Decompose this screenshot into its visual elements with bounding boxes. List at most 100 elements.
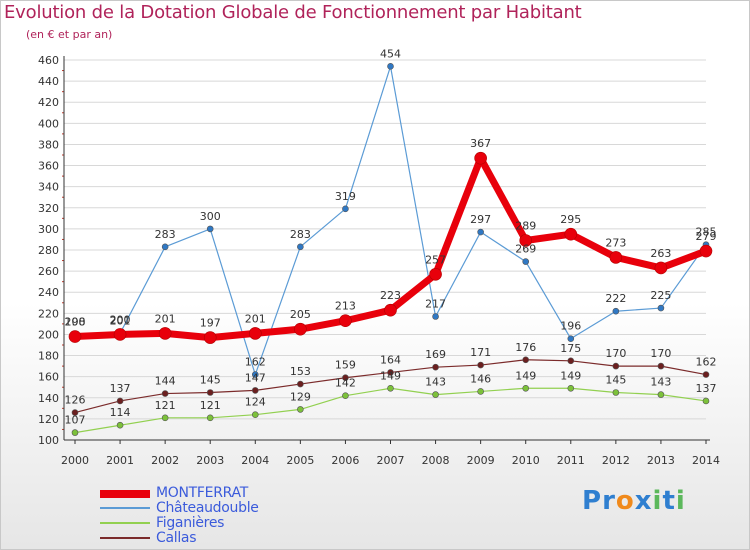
data-label: 126: [65, 394, 86, 407]
legend-swatch-chateaudouble: [100, 507, 150, 509]
data-label: 269: [515, 243, 536, 256]
data-label: 145: [605, 374, 626, 387]
y-tick-label: 160: [38, 371, 59, 384]
data-point: [522, 356, 530, 364]
data-label: 153: [290, 365, 311, 378]
legend-label: Châteaudouble: [156, 500, 259, 516]
x-tick-label: 2000: [61, 454, 89, 467]
legend-swatch-montferrat: [100, 490, 150, 498]
legend-swatch-figanieres: [100, 522, 150, 524]
data-point: [206, 389, 214, 396]
x-tick-label: 2009: [467, 454, 495, 467]
data-point: [203, 331, 217, 344]
x-tick-label: 2007: [377, 454, 405, 467]
data-point: [342, 374, 349, 382]
data-label: 175: [560, 342, 581, 355]
data-point: [387, 63, 394, 70]
data-point: [609, 251, 623, 264]
logo-letter: r: [602, 486, 616, 516]
data-label: 124: [245, 396, 266, 409]
data-label: 263: [650, 247, 671, 260]
data-label: 289: [515, 220, 536, 233]
data-point: [432, 391, 439, 398]
data-point: [567, 357, 575, 365]
data-label: 198: [65, 316, 86, 329]
data-point: [116, 421, 124, 429]
data-point: [477, 388, 484, 395]
data-point: [699, 244, 713, 258]
data-label: 295: [560, 213, 581, 226]
data-label: 162: [696, 356, 717, 369]
x-tick-label: 2011: [557, 454, 585, 467]
x-tick-label: 2006: [331, 454, 359, 467]
data-label: 222: [605, 292, 626, 305]
data-label: 145: [200, 374, 221, 387]
data-point: [657, 304, 665, 312]
data-point: [429, 267, 442, 281]
data-label: 147: [245, 371, 266, 384]
data-label: 149: [515, 369, 536, 382]
x-tick-label: 2004: [241, 454, 269, 467]
series-line-1: [74, 65, 707, 376]
data-label: 171: [470, 346, 491, 359]
y-tick-label: 180: [38, 350, 59, 363]
y-tick-label: 440: [38, 75, 59, 88]
data-label: 169: [425, 348, 446, 361]
x-tick-label: 2012: [602, 454, 630, 467]
y-tick-label: 200: [38, 328, 59, 341]
logo-letter: P: [582, 486, 603, 516]
series-lines: [68, 63, 713, 436]
data-point: [342, 205, 349, 213]
data-point: [342, 392, 349, 399]
data-label: 217: [425, 298, 446, 311]
data-label: 200: [110, 313, 131, 326]
data-point: [251, 387, 259, 394]
data-label: 454: [380, 47, 401, 60]
data-point: [297, 380, 304, 388]
x-tick-label: 2001: [106, 454, 134, 467]
data-label: 300: [200, 210, 221, 223]
data-label: 283: [155, 228, 176, 241]
data-point: [564, 227, 578, 241]
legend-label: Figanières: [156, 515, 225, 531]
y-tick-label: 260: [38, 265, 59, 278]
line-chart: 100 120 140 160 180 200 220 240 260 280 300 320 340 3…: [38, 47, 720, 467]
legend-label: MONTFERRAT: [156, 485, 248, 501]
y-tick-label: 140: [38, 392, 59, 405]
grid-lines: [64, 59, 706, 420]
data-point: [339, 314, 352, 328]
data-label: 200: [65, 315, 86, 328]
data-label: 367: [470, 137, 491, 150]
y-tick-label: 340: [38, 181, 59, 194]
y-tick-label: 420: [38, 96, 59, 109]
data-label: 146: [470, 372, 491, 385]
y-tick-label: 220: [38, 307, 59, 320]
data-label: 273: [605, 236, 626, 249]
data-point: [567, 335, 575, 342]
logo-letter: x: [634, 486, 653, 516]
data-label: 143: [650, 376, 671, 389]
data-label: 297: [470, 213, 491, 226]
data-label: 170: [605, 347, 626, 360]
data-point: [657, 391, 665, 398]
data-point: [387, 384, 394, 392]
data-point: [432, 313, 439, 320]
data-label: 107: [65, 414, 86, 427]
data-point: [251, 371, 259, 378]
data-point: [248, 327, 262, 340]
data-label: 213: [335, 300, 356, 313]
data-label: 114: [110, 406, 131, 419]
data-point: [161, 390, 169, 397]
data-label: 142: [335, 377, 356, 390]
data-point: [612, 307, 620, 315]
data-label: 143: [425, 376, 446, 389]
data-point: [654, 261, 668, 275]
data-label: 223: [380, 289, 401, 302]
data-point: [206, 225, 214, 233]
y-tick-label: 300: [38, 223, 59, 236]
logo-letter: i: [652, 486, 663, 516]
y-tick-label: 240: [38, 286, 59, 299]
data-point: [161, 243, 169, 251]
data-label: 159: [335, 359, 356, 372]
